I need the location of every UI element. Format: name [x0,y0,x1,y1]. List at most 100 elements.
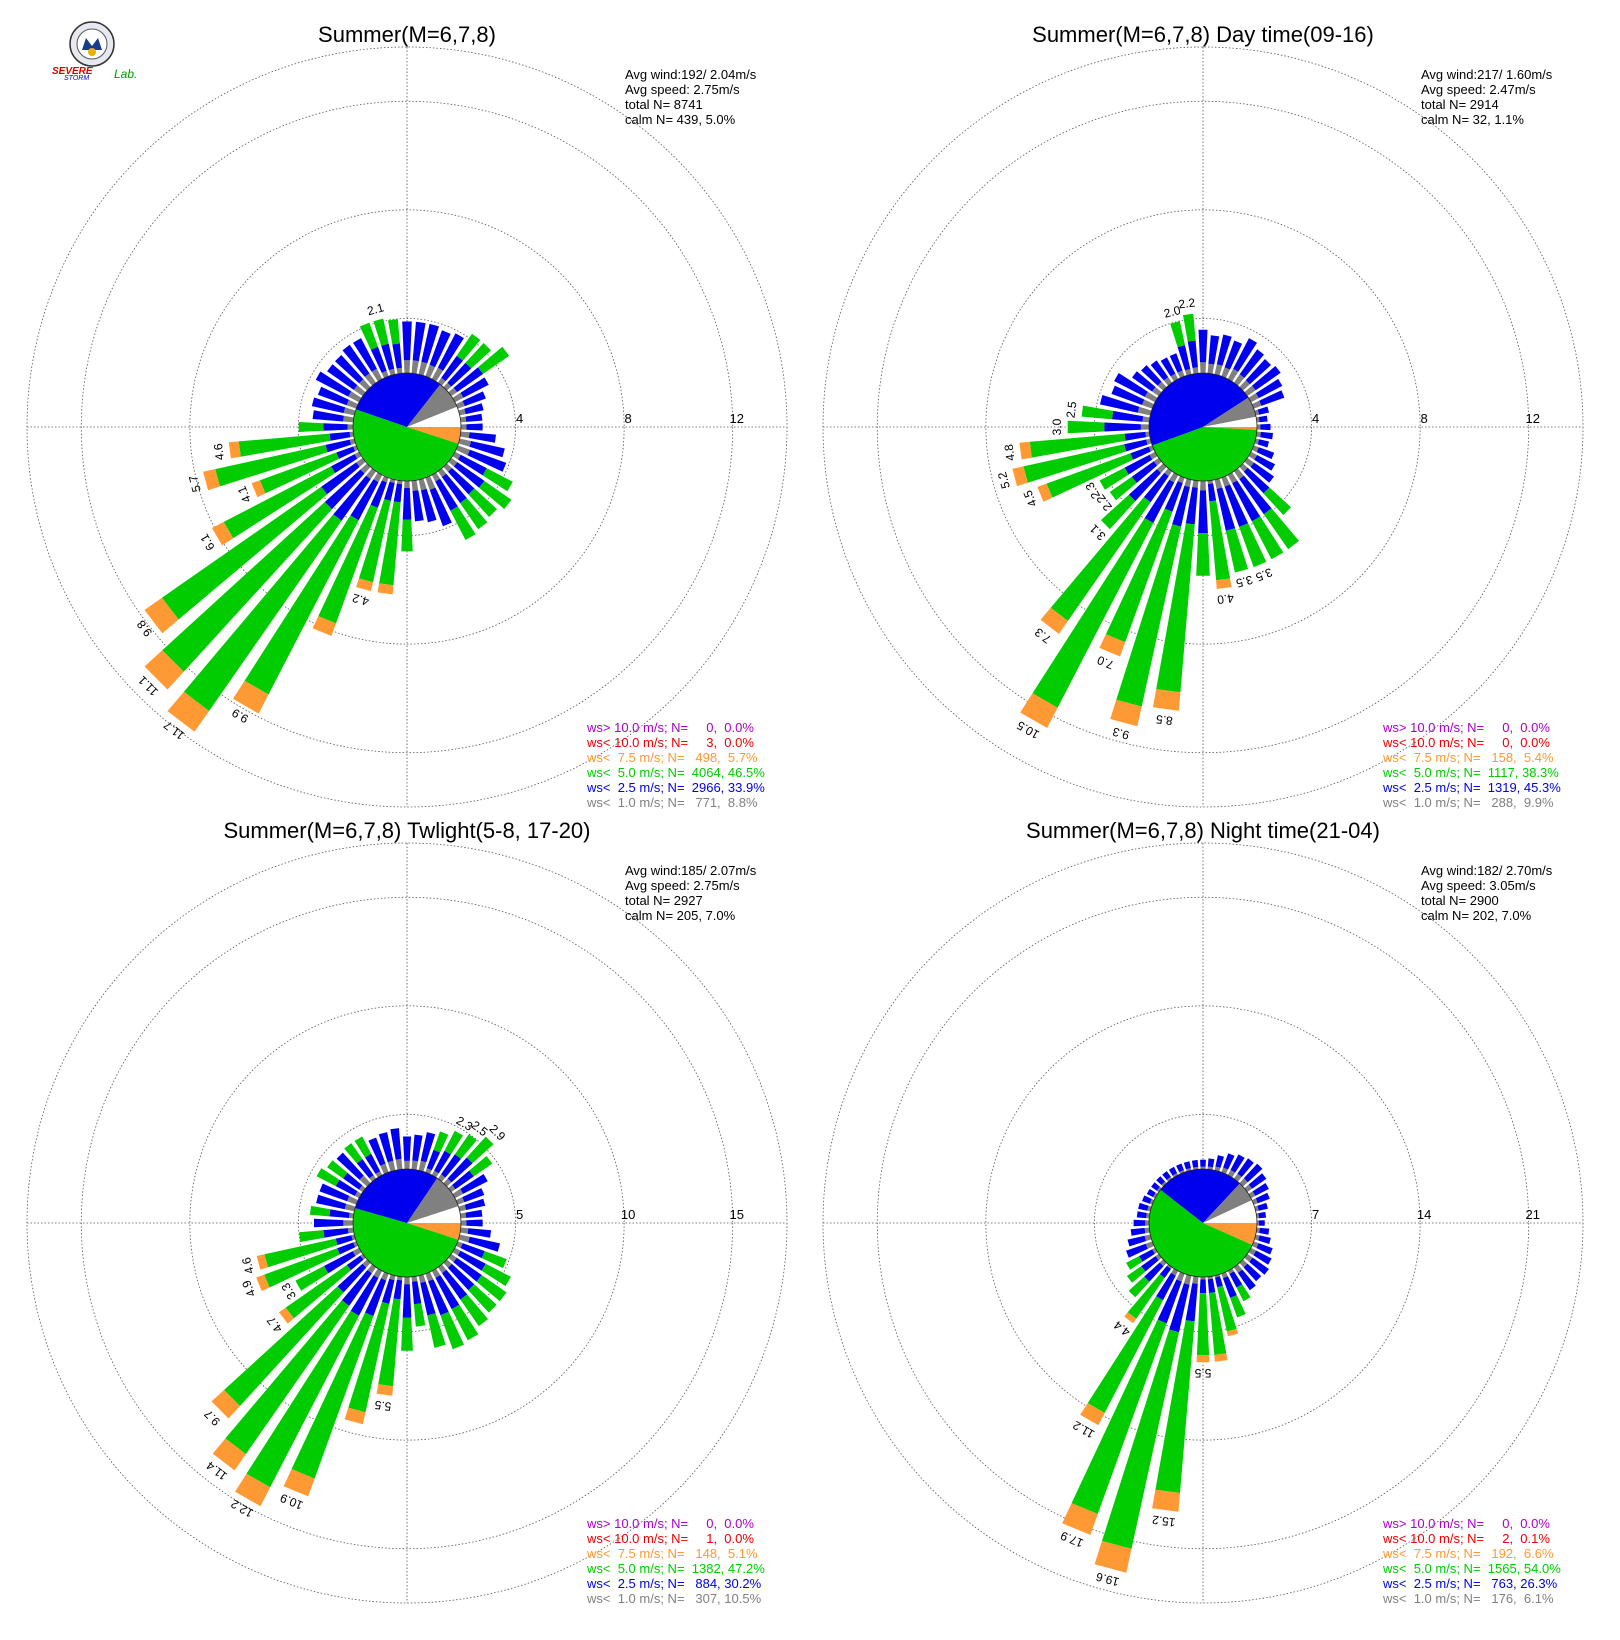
sector-bar-11-ws_lt_2_5 [412,490,424,522]
sector-bar-23-ws_lt_2_5 [1130,1228,1146,1236]
legend-entry: ws> 10.0 m/s; N= 0, 0.0% [586,720,754,735]
sector-bar-1-ws_lt_2_5 [1259,1227,1270,1235]
sector-bar-11-ws_lt_2_5 [1207,483,1217,502]
sector-bar-19-ws_lt_5 [1109,476,1137,501]
sector-bar-31-ws_lt_5 [344,1143,363,1164]
sector-bar-47-ws_lt_1 [460,1212,467,1219]
legend-entry: ws< 5.0 m/s; N= 1117, 38.3% [1382,765,1559,780]
sector-bar-35-ws_lt_5 [1183,313,1196,342]
sector-bar-13-ws_lt_5 [379,501,401,586]
sector-bar-9-ws_lt_2_5 [1224,484,1249,527]
sector-bar-22-ws_lt_2_5 [325,439,352,453]
sector-bar-13-ws_lt_2_5 [393,483,403,503]
sector-bar-26-ws_lt_2_5 [311,397,346,414]
sector-bar-16-ws_lt_5 [1032,518,1154,708]
sector-bar-0-ws_lt_1 [1256,1220,1259,1226]
sector-bar-18-ws_lt_1 [360,463,371,474]
sector-bar-3-ws_lt_2_5 [1256,447,1275,460]
sector-bar-26-ws_lt_2_5 [316,1194,347,1210]
sector-bar-10-ws_lt_5 [1225,528,1249,573]
sector-bar-6-ws_lt_2_5 [1243,467,1270,494]
sector-bar-24-ws_lt_1 [343,1220,354,1226]
sector-bar-32-ws_lt_1 [371,368,383,382]
sector-value-label: 4.0 [1216,591,1235,607]
sector-bar-30-ws_lt_1 [359,379,371,391]
sector-bar-13-ws_lt_2_5 [1185,487,1198,525]
sector-bar-12-ws_lt_5 [401,1317,413,1351]
sector-bar-34-ws_lt_5 [1170,321,1185,348]
sector-bar-16-ws_lt_7_5 [1080,1403,1105,1426]
sector-bar-21-ws_lt_2_5 [1130,446,1151,460]
pie-slice-ws_lt_2_5 [355,1168,438,1223]
sector-bar-18-ws_lt_5 [224,1286,344,1406]
sector-bar-17-ws_lt_5 [1050,497,1151,621]
sector-bar-10-ws_lt_5 [1217,1285,1237,1332]
stats-line: Avg wind:185/ 2.07m/s [625,863,757,878]
sector-bar-19-ws_lt_5 [1126,1266,1146,1283]
sector-bar-8-ws_lt_5 [451,1304,479,1341]
sector-bar-6-ws_lt_5 [468,1284,497,1313]
ring-tick-label: 4 [516,411,523,426]
sector-bar-39-ws_lt_5 [433,1131,449,1153]
sector-bar-19-ws_lt_7_5 [144,597,179,634]
sector-bar-23-ws_lt_5 [299,1230,325,1242]
sector-bar-45-ws_lt_2_5 [1255,1192,1270,1204]
sector-bar-0-ws_lt_2_5 [466,423,483,431]
sector-bar-16-ws_lt_7_5 [1020,693,1058,728]
sector-bar-47-ws_lt_2_5 [1258,415,1268,423]
sector-bar-42-ws_lt_2_5 [447,362,472,387]
sector-bar-20-ws_lt_7_5 [212,521,234,546]
stats-line: calm N= 439, 5.0% [625,112,736,127]
sector-bar-15-ws_lt_7_5 [312,616,336,636]
sector-bar-44-ws_lt_2_5 [460,1174,488,1194]
sector-bar-15-ws_lt_5 [318,504,378,624]
sector-bar-11-ws_lt_1 [411,1276,418,1282]
sector-bar-11-ws_lt_1 [411,480,419,491]
sector-bar-37-ws_lt_2_5 [412,1134,423,1162]
sector-bar-11-ws_lt_7_5 [1214,1353,1228,1362]
sector-bar-10-ws_lt_1 [418,478,427,491]
sector-bar-15-ws_lt_5 [1071,1319,1167,1514]
sector-bar-10-ws_lt_2_5 [1216,487,1236,531]
sector-bar-0-ws_lt_2_5 [1258,1220,1265,1226]
sector-bar-43-ws_lt_5 [469,1156,493,1177]
sector-bar-25-ws_lt_2_5 [1136,1211,1147,1219]
sector-bar-22-ws_lt_5 [1023,444,1126,483]
sector-bar-35-ws_lt_2_5 [1187,340,1198,368]
sector-value-label: 4.4 [1111,1318,1133,1339]
range-ring [876,100,1530,754]
sector-bar-38-ws_lt_1 [418,361,428,376]
sector-value-label: 2.2 [1178,295,1197,311]
sector-bar-1-ws_lt_1 [460,431,470,438]
sector-bar-10-ws_lt_2_5 [420,488,437,523]
sector-bar-11-ws_lt_5 [1209,1292,1227,1355]
legend-entry: ws> 10.0 m/s; N= 0, 0.0% [1382,720,1550,735]
sector-bar-43-ws_lt_2_5 [1252,366,1281,391]
sector-bar-17-ws_lt_2_5 [1159,1265,1171,1278]
sector-bar-45-ws_lt_1 [1251,400,1262,409]
sector-value-label: 3.0 [1050,418,1064,435]
sector-value-label: 3.1 [1087,521,1109,543]
sector-bar-17-ws_lt_5 [183,514,342,711]
sector-bar-42-ws_lt_2_5 [447,1157,473,1183]
logo-text-severe: SEVERE [52,66,93,77]
sector-bar-26-ws_lt_2_5 [1099,395,1140,413]
sector-bar-47-ws_lt_2_5 [1258,1211,1267,1219]
panel-title: Summer(M=6,7,8) [318,22,496,47]
sector-bar-20-ws_lt_5 [1126,1256,1143,1270]
sector-bar-3-ws_lt_1 [455,445,470,456]
sector-bar-25-ws_lt_2_5 [329,1209,350,1218]
stats-line: calm N= 205, 7.0% [625,908,736,923]
sector-value-label: 7.3 [1032,625,1054,646]
legend-entry: ws< 1.0 m/s; N= 176, 6.1% [1382,1591,1554,1606]
sector-bar-25-ws_lt_1 [1146,1213,1150,1219]
sector-bar-13-ws_lt_5 [1156,523,1195,693]
sector-bar-5-ws_lt_1 [448,457,458,467]
pie-slice-ws_lt_2_5 [1160,1169,1240,1223]
stats-line: total N= 2914 [1421,97,1499,112]
sector-bar-34-ws_lt_1 [388,368,396,376]
sector-bar-40-ws_lt_5 [444,1130,463,1155]
sector-bar-9-ws_lt_1 [1221,475,1230,487]
sector-value-label: 5.7 [186,474,204,494]
